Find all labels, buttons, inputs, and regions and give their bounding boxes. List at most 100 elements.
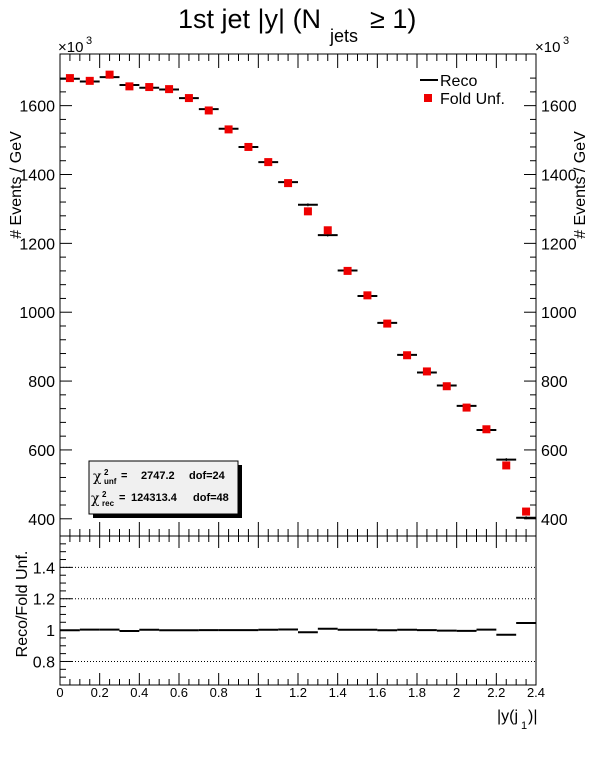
svg-text:2: 2 <box>104 468 109 477</box>
x-tick-label: 1 <box>255 685 262 700</box>
title-main: 1st jet |y| (N <box>178 4 321 34</box>
fold-unf-point <box>244 142 253 151</box>
fold-unf-point <box>85 76 94 85</box>
y-tick-label: 1600 <box>541 99 577 116</box>
y-tick-label: 600 <box>28 443 55 460</box>
fold-unf-point <box>442 382 451 391</box>
ratio-series <box>60 622 536 636</box>
fold-unf-point <box>125 82 134 91</box>
ratio-y-axis-label: Reco/Fold Unf. <box>14 551 31 658</box>
x-tick-label: 0.6 <box>170 685 188 700</box>
svg-text:1: 1 <box>521 720 527 732</box>
dof-unf-value: dof=24 <box>189 470 226 482</box>
legend: Reco Fold Unf. <box>420 73 505 108</box>
fold-unf-point <box>363 291 372 300</box>
x-tick-labels: 0 0.2 0.4 0.6 0.8 1 1.2 1.4 1.6 1.8 2 2.2 2.4 <box>56 685 545 700</box>
fold-unf-point <box>65 74 74 83</box>
ratio-y-tick-label: 1 <box>46 623 55 640</box>
upper-axis-ticks <box>59 54 537 536</box>
fold-unf-point <box>482 425 491 434</box>
x-axis-label: |y(j 1 )| <box>497 708 537 732</box>
fold-unf-point <box>303 207 312 216</box>
y-tick-label: 400 <box>28 512 55 529</box>
x-tick-label: 1.6 <box>368 685 386 700</box>
legend-fold-label: Fold Unf. <box>440 91 505 108</box>
ratio-y-tick-label: 0.8 <box>33 654 55 671</box>
fold-unf-series <box>65 70 531 516</box>
y-tick-label: 1600 <box>19 99 55 116</box>
dof-rec-value: dof=48 <box>193 492 229 504</box>
ratio-gridlines <box>60 566 536 662</box>
ratio-y-tick-label: 1.2 <box>33 592 55 609</box>
svg-text:2: 2 <box>102 490 107 499</box>
fold-unf-point <box>383 319 392 328</box>
fold-unf-point <box>403 351 412 360</box>
y-tick-label: 1400 <box>19 168 55 185</box>
x-tick-label: 2.2 <box>487 685 505 700</box>
chart-title: 1st jet |y| (N jets ≥ 1) <box>178 4 416 46</box>
y-axis-label-right: # Events / GeV <box>572 131 589 239</box>
svg-text:)|: )| <box>528 708 537 725</box>
x-tick-label: 2.4 <box>527 685 545 700</box>
title-subscript: jets <box>329 26 358 46</box>
chi2-rec-value: 124313.4 <box>131 492 178 504</box>
fold-unf-point <box>204 106 213 115</box>
upper-y-tick-labels-right: 400 600 800 1000 1200 1400 1600 <box>541 99 577 529</box>
y-tick-label: 800 <box>541 374 568 391</box>
svg-text:×10: ×10 <box>58 39 83 56</box>
fold-unf-point <box>264 158 273 167</box>
reco-series <box>60 75 536 520</box>
fold-unf-point <box>224 125 233 134</box>
fold-unf-point <box>184 94 193 103</box>
legend-fold-marker <box>424 94 432 102</box>
y-axis-label-left: # Events / GeV <box>8 131 25 239</box>
legend-reco-label: Reco <box>440 73 477 90</box>
x-tick-label: 0 <box>56 685 63 700</box>
ratio-y-tick-labels: 0.8 1 1.2 1.4 <box>33 560 55 671</box>
y-exponent-left: ×10 3 <box>58 35 92 56</box>
y-tick-label: 1000 <box>541 305 577 322</box>
svg-text:3: 3 <box>563 35 569 47</box>
fold-unf-point <box>323 226 332 235</box>
y-tick-label: 1400 <box>541 168 577 185</box>
ratio-plot-frame <box>59 535 537 686</box>
upper-y-tick-labels-left: 400 600 800 1000 1200 1400 1600 <box>19 99 55 529</box>
y-tick-label: 600 <box>541 443 568 460</box>
y-tick-label: 1200 <box>541 236 577 253</box>
y-tick-label: 800 <box>28 374 55 391</box>
fold-unf-point <box>343 266 352 275</box>
y-tick-label: 1000 <box>19 305 55 322</box>
x-tick-label: 0.4 <box>130 685 148 700</box>
fold-unf-point <box>145 83 154 92</box>
chi2-stats-box: χ 2 unf = 2747.2 dof=24 χ 2 rec = 124313… <box>88 460 242 518</box>
title-tail: ≥ 1) <box>370 4 416 34</box>
x-tick-label: 0.8 <box>210 685 228 700</box>
ratio-axis-ticks <box>59 535 537 685</box>
fold-unf-point <box>422 367 431 376</box>
chi2-unf-sub: unf <box>104 477 117 486</box>
chi2-unf-value: 2747.2 <box>141 470 175 482</box>
fold-unf-point <box>165 85 174 94</box>
fold-unf-point <box>462 403 471 412</box>
svg-text:3: 3 <box>86 35 92 47</box>
y-tick-label: 1200 <box>19 236 55 253</box>
fold-unf-point <box>522 507 531 516</box>
fold-unf-point <box>284 179 293 188</box>
svg-text:χ: χ <box>93 469 102 485</box>
svg-text:=: = <box>121 470 127 482</box>
svg-text:|y(j: |y(j <box>497 708 518 725</box>
x-tick-label: 2 <box>453 685 460 700</box>
x-tick-label: 1.2 <box>289 685 307 700</box>
fold-unf-point <box>105 70 114 79</box>
y-exponent-right: ×10 3 <box>535 35 569 56</box>
x-tick-label: 1.4 <box>329 685 347 700</box>
ratio-y-tick-label: 1.4 <box>33 560 55 577</box>
svg-text:χ: χ <box>91 491 100 507</box>
svg-text:=: = <box>119 492 125 504</box>
chi2-rec-sub: rec <box>102 499 115 508</box>
y-tick-label: 400 <box>541 512 568 529</box>
svg-text:×10: ×10 <box>535 39 560 56</box>
fold-unf-point <box>502 461 511 470</box>
x-tick-label: 1.8 <box>408 685 426 700</box>
